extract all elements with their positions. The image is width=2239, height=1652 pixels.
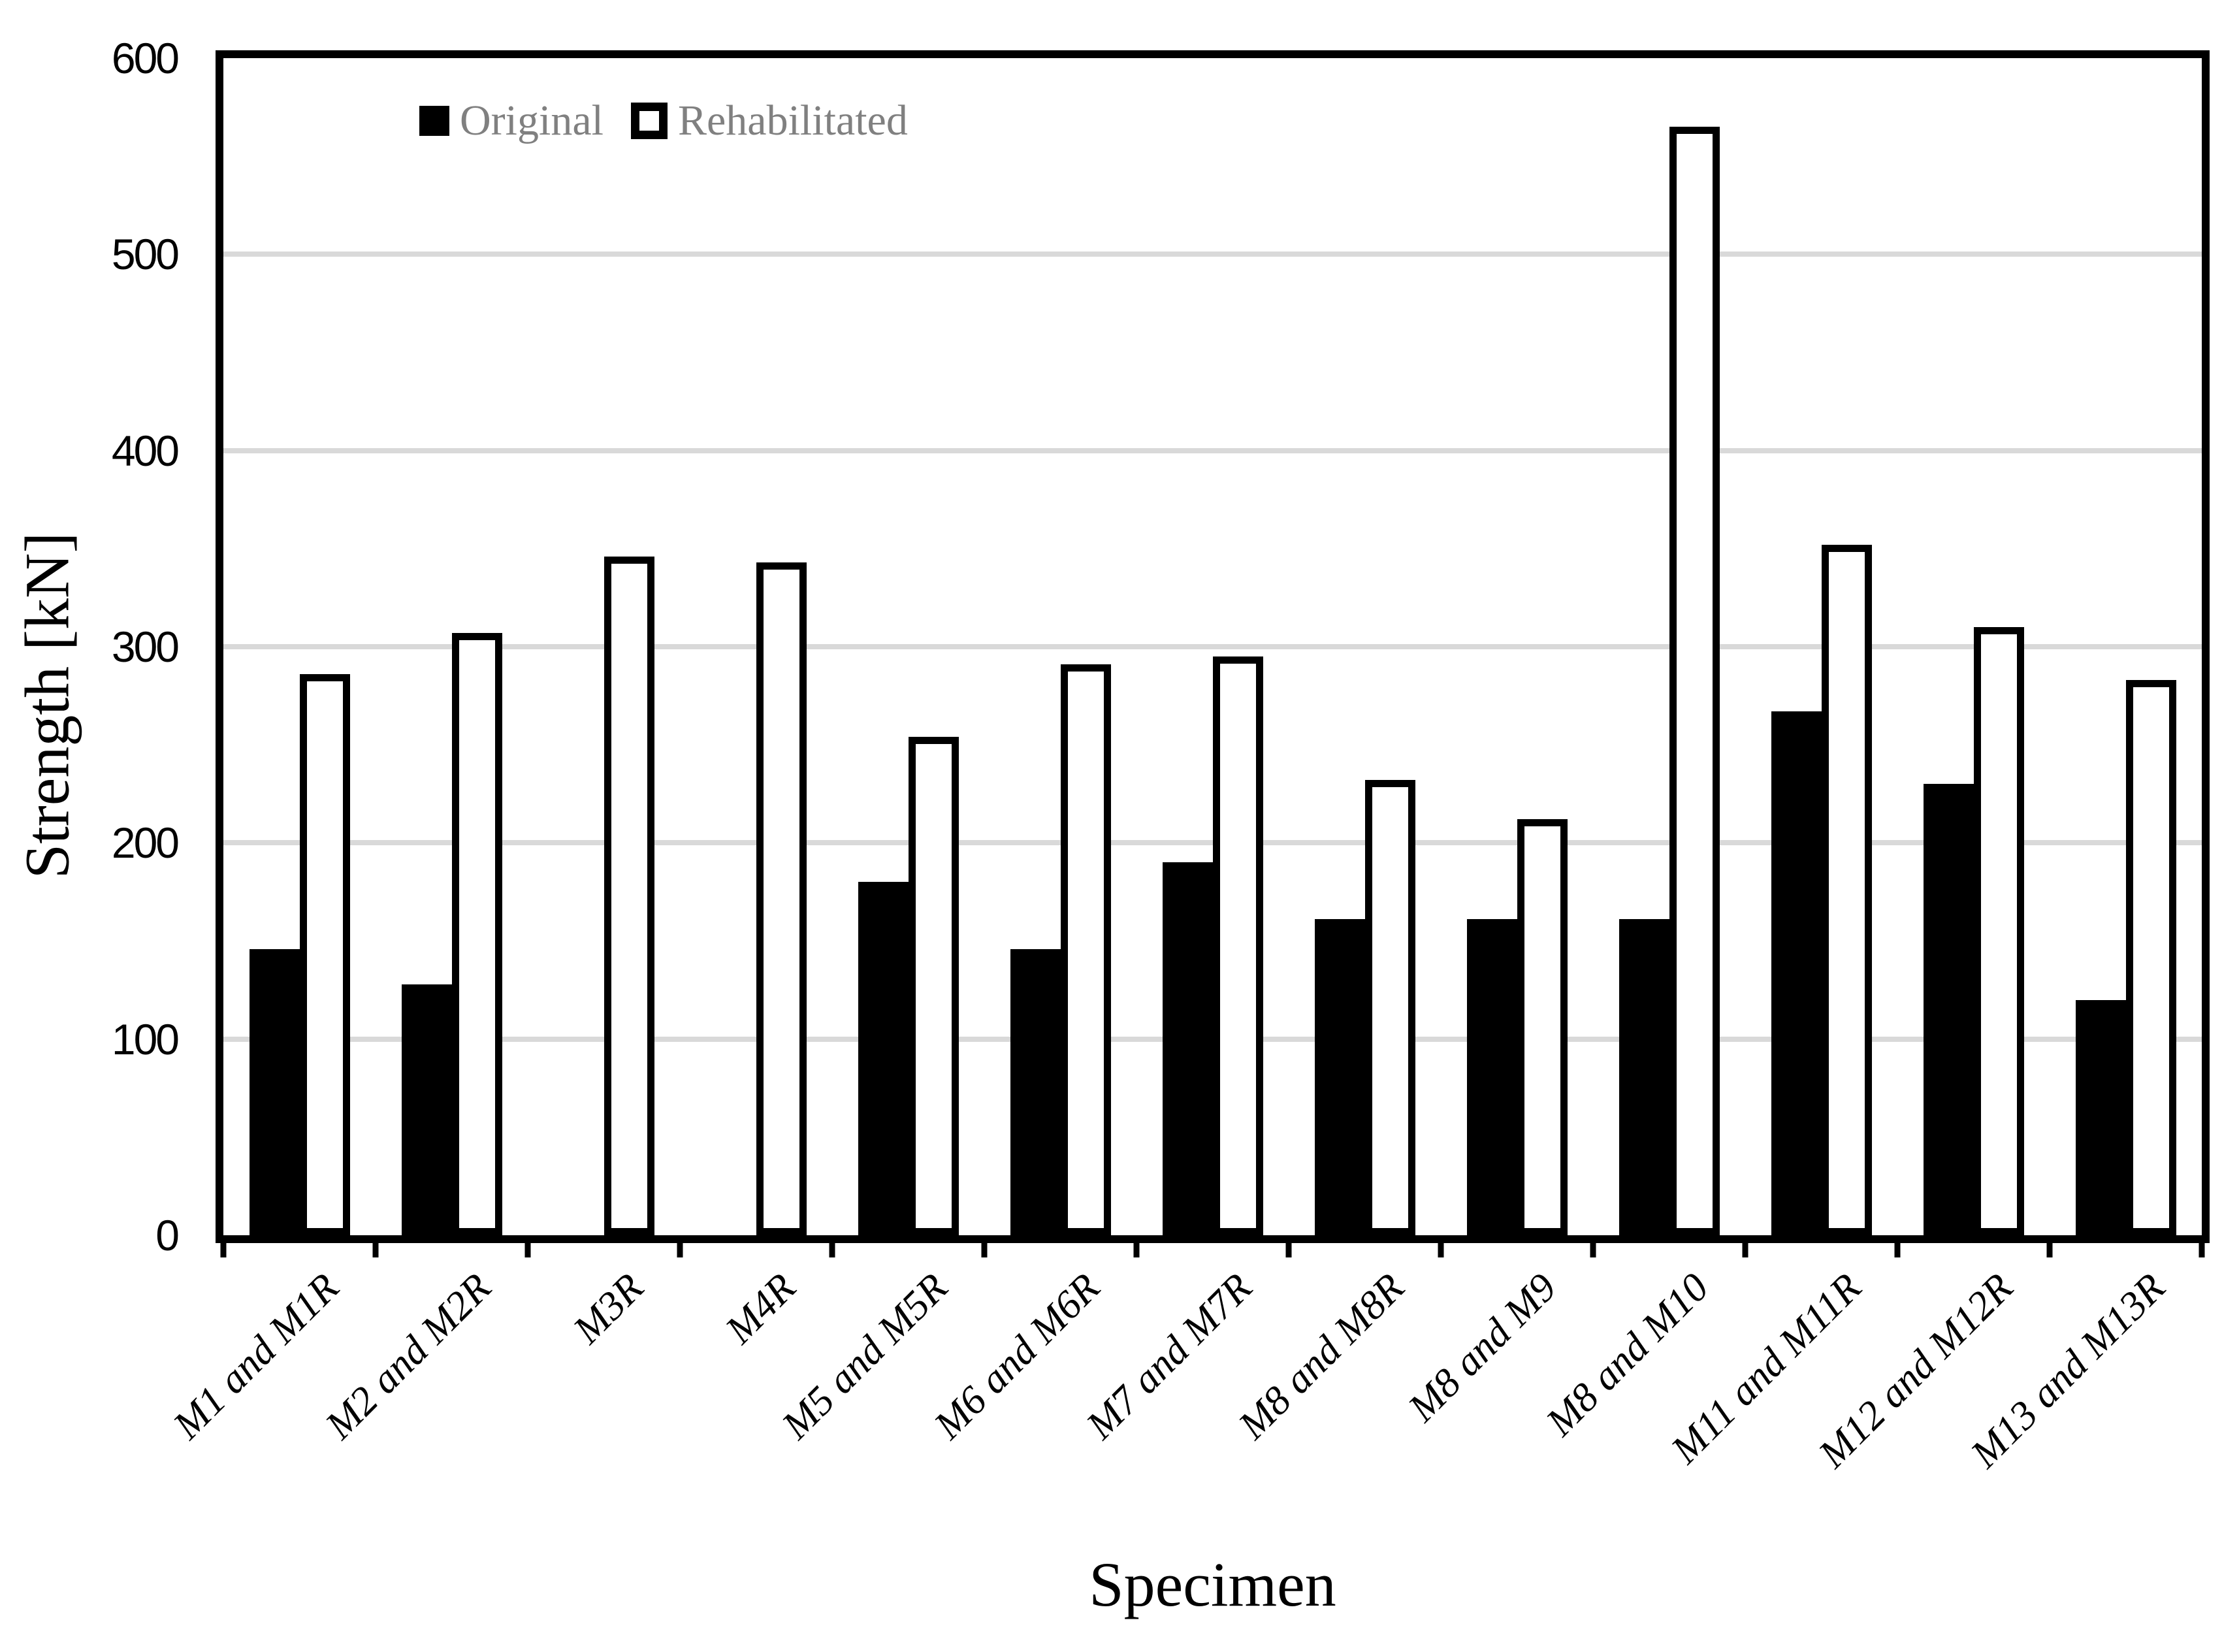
- x-category-label-7: M7 and M7R: [1078, 1265, 1261, 1448]
- y-tick-label-600: 600: [111, 34, 180, 82]
- bar-rehabilitated-12: [1973, 626, 2024, 1235]
- legend: Original Rehabilitated: [419, 96, 908, 146]
- x-category-label-3: M3R: [564, 1265, 652, 1353]
- bar-original-11: [1771, 711, 1822, 1235]
- rehabilitated-open-square-icon: [630, 103, 668, 139]
- legend-label-rehabilitated: Rehabilitated: [677, 97, 908, 144]
- bar-original-12: [1923, 784, 1974, 1235]
- bar-original-10: [1619, 919, 1669, 1235]
- x-category-label-1: M1 and M1R: [165, 1265, 348, 1448]
- x-axis-tick-8: [1438, 1243, 1444, 1257]
- x-category-label-8: M8 and M8R: [1230, 1265, 1413, 1448]
- bar-rehabilitated-10: [1669, 127, 1720, 1235]
- y-tick-label-0: 0: [155, 1211, 180, 1259]
- x-category-label-9: M8 and M9: [1400, 1265, 1566, 1431]
- x-axis-tick-2: [524, 1243, 531, 1257]
- gridline-500: [223, 251, 2202, 257]
- legend-label-original: Original: [460, 97, 604, 144]
- x-axis-tick-4: [829, 1243, 835, 1257]
- legend-item-original: Original: [419, 96, 604, 146]
- y-tick-label-100: 100: [111, 1014, 180, 1063]
- x-axis-tick-1: [372, 1243, 379, 1257]
- bar-rehabilitated-8: [1364, 780, 1415, 1235]
- x-axis-tick-9: [1590, 1243, 1596, 1257]
- bar-original-5: [858, 882, 909, 1235]
- bar-original-1: [249, 948, 300, 1235]
- bar-rehabilitated-3: [604, 556, 654, 1235]
- gridline-300: [223, 644, 2202, 649]
- x-axis-tick-12: [2046, 1243, 2053, 1257]
- bar-rehabilitated-9: [1517, 819, 1568, 1235]
- bar-original-2: [401, 984, 452, 1235]
- x-axis-tick-5: [981, 1243, 988, 1257]
- x-category-label-4: M4R: [717, 1265, 805, 1353]
- bar-rehabilitated-13: [2125, 680, 2176, 1235]
- bar-rehabilitated-6: [1060, 664, 1111, 1235]
- bar-original-6: [1010, 948, 1061, 1235]
- x-category-label-2: M2 and M2R: [317, 1265, 500, 1448]
- bar-rehabilitated-1: [299, 674, 350, 1235]
- x-category-label-6: M6 and M6R: [926, 1265, 1109, 1448]
- bar-rehabilitated-4: [756, 562, 807, 1235]
- y-tick-label-300: 300: [111, 623, 180, 671]
- y-tick-label-500: 500: [111, 230, 180, 279]
- bar-rehabilitated-2: [451, 632, 502, 1235]
- y-tick-label-400: 400: [111, 426, 180, 475]
- x-axis-tick-0: [220, 1243, 227, 1257]
- bar-rehabilitated-7: [1212, 656, 1263, 1235]
- x-axis-tick-13: [2199, 1243, 2205, 1257]
- x-axis-tick-7: [1285, 1243, 1292, 1257]
- gridline-400: [223, 447, 2202, 453]
- x-axis-tick-11: [1894, 1243, 1901, 1257]
- x-axis-tick-10: [1742, 1243, 1748, 1257]
- bar-rehabilitated-11: [1821, 544, 1872, 1235]
- x-axis-tick-3: [677, 1243, 683, 1257]
- bar-original-7: [1162, 862, 1213, 1235]
- legend-item-rehabilitated: Rehabilitated: [630, 96, 908, 146]
- bar-original-13: [2075, 999, 2126, 1235]
- bar-original-9: [1466, 919, 1517, 1235]
- original-filled-square-icon: [419, 106, 449, 136]
- y-tick-label-200: 200: [111, 818, 180, 867]
- plot-area: Original Rehabilitated: [216, 50, 2210, 1243]
- bar-rehabilitated-5: [908, 737, 959, 1235]
- x-axis-title: Specimen: [1089, 1549, 1336, 1619]
- x-axis-tick-6: [1133, 1243, 1140, 1257]
- bar-original-8: [1314, 919, 1365, 1235]
